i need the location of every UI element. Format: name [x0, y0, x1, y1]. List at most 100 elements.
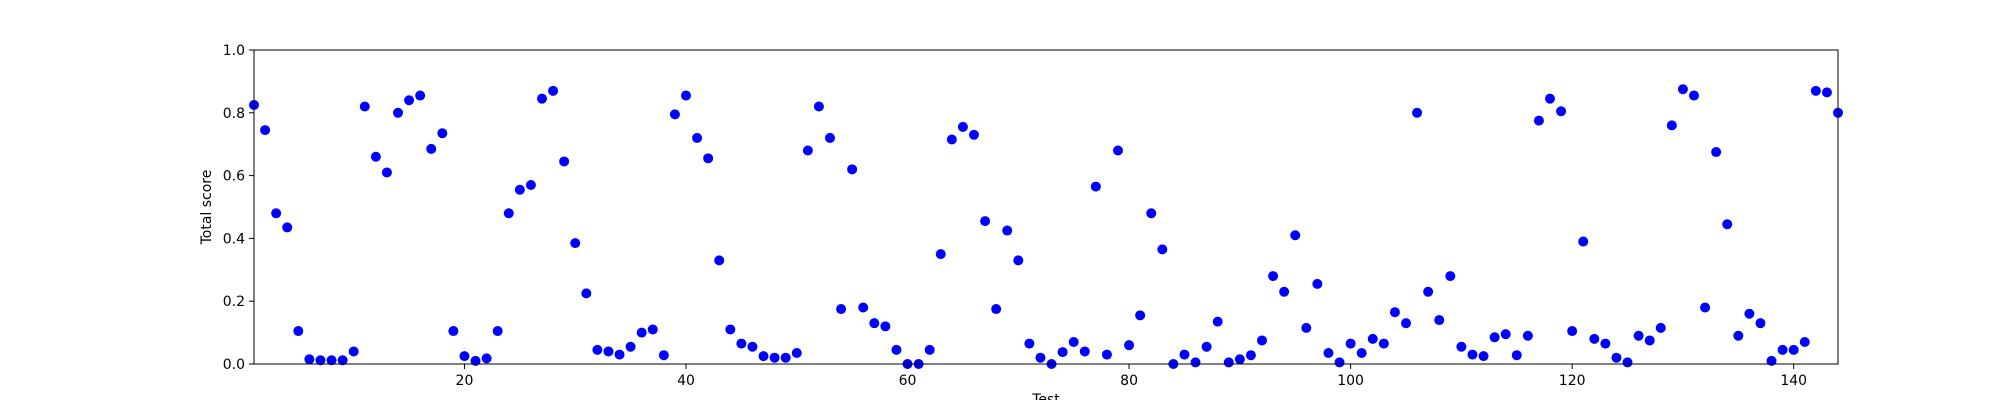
x-tick-label: 80: [1120, 373, 1138, 389]
data-point: [980, 216, 991, 227]
data-point: [481, 353, 492, 364]
y-tick-label: 0.0: [223, 357, 245, 373]
data-point: [636, 327, 647, 338]
data-point: [370, 151, 381, 162]
data-point: [1799, 337, 1810, 348]
data-point: [470, 355, 481, 366]
data-point: [946, 134, 957, 145]
data-point: [1334, 357, 1345, 368]
data-point: [791, 348, 802, 359]
data-point: [1234, 354, 1245, 365]
data-point: [1179, 349, 1190, 360]
data-point: [1223, 357, 1234, 368]
data-point: [957, 121, 968, 132]
data-point: [1478, 351, 1489, 362]
data-point: [1201, 341, 1212, 352]
plot-frame: [253, 49, 1839, 365]
data-point: [758, 351, 769, 362]
data-point: [1689, 90, 1699, 101]
data-point: [1279, 286, 1290, 297]
data-point: [1500, 329, 1511, 340]
data-point: [714, 255, 725, 266]
data-point: [1389, 307, 1400, 318]
data-point: [1434, 315, 1445, 326]
data-point: [1268, 271, 1279, 282]
data-point: [858, 302, 869, 313]
data-point: [1810, 85, 1821, 96]
y-tick-label: 0.6: [223, 169, 245, 185]
data-point: [1733, 330, 1744, 341]
data-point: [1113, 145, 1123, 156]
x-tick-label: 100: [1337, 373, 1364, 389]
x-tick-label: 20: [456, 373, 474, 389]
data-point: [869, 318, 880, 329]
data-point: [1766, 355, 1777, 366]
data-point: [448, 326, 459, 337]
data-point: [393, 107, 403, 118]
data-point: [1788, 344, 1799, 355]
data-point: [1744, 308, 1755, 319]
data-point: [271, 208, 282, 219]
data-point: [1755, 318, 1766, 329]
data-point: [1545, 93, 1555, 104]
data-point: [525, 180, 536, 191]
data-point: [847, 164, 858, 175]
data-point: [1412, 107, 1423, 118]
y-axis-ticks: 0.0 0.2 0.4 0.6 0.8 1.0: [223, 43, 254, 373]
data-point: [1290, 230, 1301, 241]
x-axis-label: Test: [1031, 392, 1060, 400]
data-point: [304, 354, 315, 365]
data-point: [459, 351, 470, 362]
data-point: [1367, 333, 1378, 344]
data-point: [1589, 333, 1600, 344]
data-point: [1245, 350, 1256, 361]
data-point: [725, 324, 736, 335]
data-point: [747, 341, 758, 352]
x-axis-ticks: 20 40 60 80 100 120 140: [456, 364, 1807, 389]
data-point: [1101, 349, 1112, 360]
x-tick-label: 120: [1559, 373, 1586, 389]
data-point: [1711, 147, 1722, 158]
data-point: [1057, 347, 1068, 358]
data-point: [592, 344, 603, 355]
data-point: [1633, 330, 1644, 341]
data-point: [514, 184, 525, 195]
data-point: [348, 346, 359, 357]
data-point: [581, 288, 592, 299]
data-point: [426, 143, 437, 154]
data-point: [769, 352, 780, 363]
data-point: [1600, 338, 1611, 349]
data-point: [625, 341, 636, 352]
data-point: [326, 355, 337, 366]
data-point: [1068, 337, 1079, 348]
data-point: [570, 238, 581, 249]
data-point: [647, 324, 658, 335]
data-point: [1578, 236, 1589, 247]
data-point: [1666, 120, 1677, 131]
data-point: [1002, 225, 1013, 236]
data-point: [1345, 338, 1356, 349]
data-point: [1423, 286, 1434, 297]
data-point: [1522, 330, 1533, 341]
data-point: [503, 208, 514, 219]
data-point: [1489, 332, 1500, 343]
data-point: [559, 156, 570, 167]
data-point: [1079, 346, 1090, 357]
data-point: [404, 95, 415, 106]
data-point: [703, 153, 714, 164]
data-point: [1090, 181, 1101, 192]
data-point: [1401, 318, 1411, 329]
data-point: [880, 321, 891, 332]
data-point: [802, 145, 813, 156]
data-point: [415, 90, 426, 101]
data-point: [1124, 340, 1135, 351]
data-point: [1622, 357, 1633, 368]
data-point: [991, 304, 1002, 315]
data-point: [537, 93, 547, 104]
data-point: [1190, 357, 1201, 368]
data-point: [1456, 341, 1467, 352]
data-point: [1677, 84, 1688, 95]
data-point: [1378, 338, 1389, 349]
data-point: [614, 349, 625, 360]
